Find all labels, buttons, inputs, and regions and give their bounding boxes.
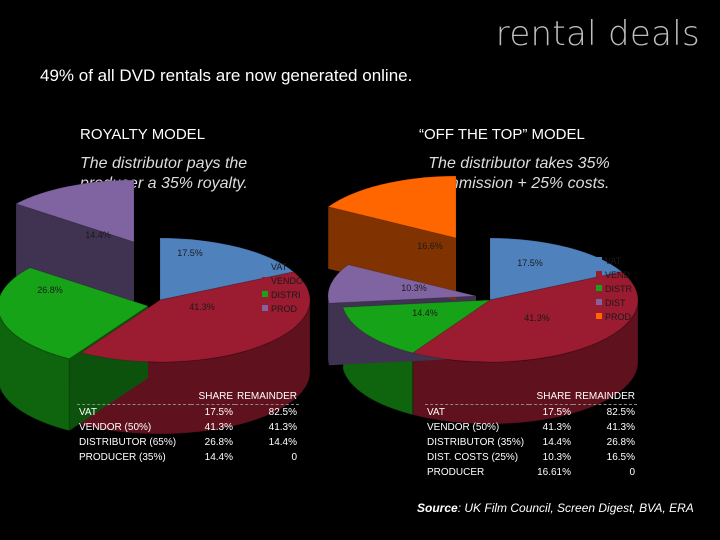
pie-data-label: 16.6% xyxy=(417,241,443,251)
row-remainder: 0 xyxy=(291,452,298,463)
pie-slice-side xyxy=(0,314,70,432)
royalty-share-header: SHARE xyxy=(198,391,233,402)
pie-data-label: 17.5% xyxy=(517,258,543,268)
row-share: 41.3% xyxy=(204,422,233,433)
ott-share-header: SHARE xyxy=(536,391,571,402)
ott-model-description: The distributor takes 35% commission + 2… xyxy=(414,154,624,194)
ott-desc-line1: The distributor takes 35% xyxy=(428,155,610,172)
legend-swatch xyxy=(596,271,602,277)
row-remainder: 16.5% xyxy=(606,452,636,463)
legend-label: DIST xyxy=(605,298,626,308)
pie-slice-side xyxy=(327,295,330,366)
row-remainder: 82.5% xyxy=(573,404,638,420)
row-share: 17.5% xyxy=(529,404,573,420)
slide-title: rental deals xyxy=(495,14,700,54)
pie-chart-1: 17.5% 41.3% 14.4% 10.3% 16.6% VAT VEND DISTR DIS… xyxy=(327,175,639,425)
pie-data-label: 26.8% xyxy=(37,285,63,295)
pie-slice-producer xyxy=(327,175,457,239)
row-share: 26.8% xyxy=(204,437,233,448)
royalty-remainder-header: REMAINDER xyxy=(237,391,298,402)
row-share: 17.5% xyxy=(191,404,235,420)
ott-model-heading: “OFF THE TOP” MODEL xyxy=(419,126,585,143)
pie-slice-producer xyxy=(14,179,135,243)
source-note: Source: UK Film Council, Screen Digest, … xyxy=(417,501,694,515)
row-label: DIST. COSTS (25%) xyxy=(427,452,519,463)
pie-slice-wall xyxy=(328,206,456,300)
table-row: DISTRIBUTOR (65%) 26.8% 14.4% xyxy=(77,435,299,450)
row-share: 41.3% xyxy=(542,422,571,433)
legend-swatch xyxy=(262,263,268,269)
legend-label: DISTR xyxy=(605,284,633,294)
row-label: DISTRIBUTOR (65%) xyxy=(79,437,177,448)
pie-slice-vat xyxy=(159,237,295,301)
legend-swatch xyxy=(262,305,268,311)
pie-data-label: 14.4% xyxy=(412,308,438,318)
source-label: Source xyxy=(417,501,458,515)
legend-label: PROD xyxy=(605,312,632,322)
row-label: VENDOR (50%) xyxy=(79,422,152,433)
slide-subtitle: 49% of all DVD rentals are now generated… xyxy=(40,66,413,85)
row-remainder: 82.5% xyxy=(235,404,300,420)
table-row: DIST. COSTS (25%) 10.3% 16.5% xyxy=(425,450,637,465)
pie-data-label: 41.3% xyxy=(524,313,550,323)
pie-legend: VAT VEND DISTR DIST PROD xyxy=(596,256,633,322)
pie-slice-vendor xyxy=(411,271,639,363)
royalty-model-heading: ROYALTY MODEL xyxy=(80,126,206,143)
table-row: VENDOR (50%) 41.3% 41.3% xyxy=(425,420,637,435)
pie-data-label: 17.5% xyxy=(177,248,203,258)
table-row: PRODUCER 16.61% 0 xyxy=(425,465,637,480)
ott-desc-line2: commission + 25% costs. xyxy=(428,175,610,192)
pie-data-label: 14.4% xyxy=(85,230,111,240)
pie-slice-distributor xyxy=(342,299,492,354)
royalty-desc-line1: The distributor pays the xyxy=(80,155,248,172)
table-row: PRODUCER (35%) 14.4% 0 xyxy=(77,450,299,465)
legend-swatch xyxy=(596,313,602,319)
row-label: PRODUCER xyxy=(427,467,485,478)
pie-data-label: 41.3% xyxy=(189,302,215,312)
row-remainder: 26.8% xyxy=(606,437,636,448)
legend-label: VENDO xyxy=(271,276,303,286)
pie-slice-dist-costs xyxy=(327,264,477,304)
row-remainder: 14.4% xyxy=(268,437,298,448)
row-label: VAT xyxy=(425,404,529,420)
ott-remainder-header: REMAINDER xyxy=(575,391,636,402)
pie-legend: VAT VENDO DISTRI PROD xyxy=(262,262,303,314)
pie-data-label: 10.3% xyxy=(401,283,427,293)
legend-swatch xyxy=(262,277,268,283)
row-label: VAT xyxy=(77,404,191,420)
legend-label: DISTRI xyxy=(271,290,301,300)
row-remainder: 0 xyxy=(629,467,636,478)
ott-data-table: SHARE REMAINDER VAT 17.5% 82.5% VENDOR (… xyxy=(425,389,638,480)
pie-slice-vat xyxy=(489,237,623,301)
row-remainder: 41.3% xyxy=(268,422,298,433)
legend-swatch xyxy=(596,257,602,263)
pie-slice-vendor xyxy=(80,271,311,363)
pie-slice-distributor xyxy=(0,267,150,360)
row-share: 14.4% xyxy=(542,437,571,448)
row-label: PRODUCER (35%) xyxy=(79,452,166,463)
legend-swatch xyxy=(596,285,602,291)
table-row: VENDOR (50%) 41.3% 41.3% xyxy=(77,420,299,435)
legend-label: VAT xyxy=(271,262,288,272)
row-label: DISTRIBUTOR (35%) xyxy=(427,437,525,448)
table-row: VAT 17.5% 82.5% xyxy=(77,404,300,420)
pie-slice-wall xyxy=(16,203,135,314)
legend-swatch xyxy=(596,299,602,305)
legend-label: VAT xyxy=(605,256,622,266)
table-row: VAT 17.5% 82.5% xyxy=(425,404,638,420)
legend-label: PROD xyxy=(271,304,298,314)
royalty-data-table: SHARE REMAINDER VAT 17.5% 82.5% VENDOR (… xyxy=(77,389,300,465)
legend-swatch xyxy=(262,291,268,297)
source-text: : UK Film Council, Screen Digest, BVA, E… xyxy=(457,501,694,515)
row-share: 10.3% xyxy=(542,452,571,463)
row-share: 14.4% xyxy=(204,452,233,463)
pie-chart-0: 17.5% 41.3% 26.8% 14.4% VAT VENDO DISTRI PROD xyxy=(0,179,311,435)
legend-label: VEND xyxy=(605,270,631,280)
row-remainder: 41.3% xyxy=(606,422,636,433)
row-label: VENDOR (50%) xyxy=(427,422,500,433)
row-share: 16.61% xyxy=(537,467,571,478)
table-row: DISTRIBUTOR (35%) 14.4% 26.8% xyxy=(425,435,637,450)
